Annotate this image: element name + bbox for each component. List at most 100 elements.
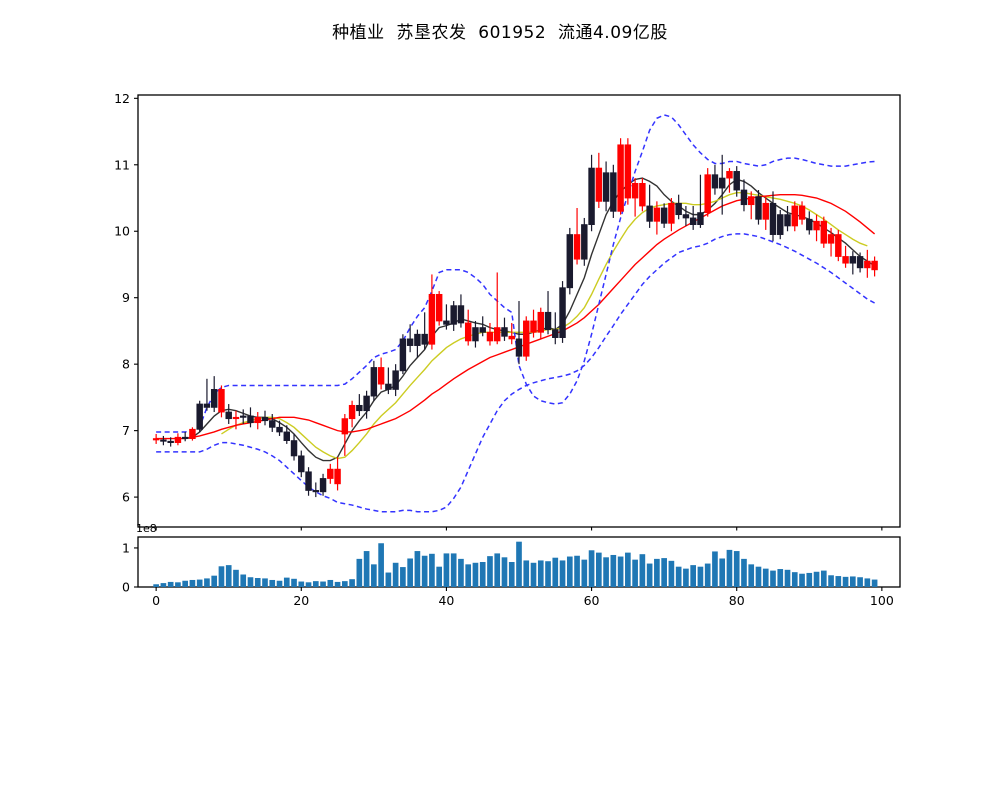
volume-bar: [566, 556, 573, 587]
volume-bar: [371, 564, 377, 587]
volume-bar: [262, 578, 268, 587]
candlestick: [298, 450, 305, 478]
volume-bar: [363, 551, 370, 587]
candlestick: [464, 309, 472, 346]
candle-body: [479, 327, 486, 333]
candlestick: [319, 473, 327, 496]
candle-body: [639, 182, 646, 207]
candle-body: [682, 214, 690, 219]
candle-body: [312, 490, 320, 493]
candlestick: [515, 301, 523, 365]
volume-bar: [240, 574, 247, 587]
volume-bar: [392, 562, 399, 587]
volume-bar: [574, 555, 580, 587]
volume-bar: [160, 583, 167, 587]
volume-bar: [770, 570, 776, 587]
candle-body: [232, 416, 240, 420]
candle-body: [269, 420, 276, 428]
candlestick: [733, 166, 740, 197]
candlestick: [726, 168, 733, 193]
candlestick: [152, 433, 160, 444]
volume-bar: [654, 558, 660, 587]
candle-body: [276, 426, 283, 433]
volume-bar: [726, 549, 733, 587]
volume-bar: [429, 553, 435, 587]
candlestick: [813, 214, 820, 242]
candlestick: [406, 324, 414, 353]
candle-body: [428, 293, 436, 345]
candlestick: [595, 152, 603, 208]
candle-body: [827, 234, 835, 244]
candle-body: [290, 440, 298, 457]
volume-x-tick-label: 40: [438, 593, 454, 608]
volume-bar: [472, 562, 479, 587]
volume-x-tick-label: 80: [729, 593, 745, 608]
series-band-upper: [156, 114, 875, 433]
volume-bar: [283, 577, 290, 587]
candlestick: [784, 205, 791, 232]
candlestick: [501, 317, 508, 341]
price-axes: 6 7 8 9 10 11 12: [114, 91, 901, 531]
volume-bar: [545, 561, 551, 587]
price-y-tick-label: 11: [114, 157, 130, 172]
candle-body: [486, 331, 494, 342]
candle-body: [559, 287, 566, 338]
candle-body: [160, 439, 167, 442]
candlestick: [377, 357, 385, 390]
volume-bar: [799, 573, 805, 587]
volume-bar: [312, 581, 319, 587]
candlestick: [552, 312, 559, 345]
candle-body: [581, 224, 588, 260]
volume-bar: [537, 560, 544, 587]
candle-body: [624, 144, 632, 199]
candle-body: [849, 256, 857, 264]
volume-bar: [247, 577, 254, 587]
volume-x-tick-label: 100: [870, 593, 894, 608]
candlestick: [675, 194, 682, 220]
candle-body: [515, 338, 523, 357]
candle-body: [653, 207, 661, 222]
volume-bar: [661, 558, 667, 587]
candlestick: [530, 309, 537, 338]
candlestick: [624, 138, 632, 205]
volume-bar: [458, 558, 464, 587]
candlestick: [385, 367, 392, 395]
candle-body: [225, 411, 232, 420]
candle-body: [319, 478, 327, 493]
candle-body: [747, 196, 755, 206]
candlestick: [414, 329, 421, 358]
candle-body: [167, 440, 174, 443]
candlestick: [559, 281, 566, 343]
volume-bar: [320, 581, 326, 587]
candlestick: [210, 376, 218, 413]
volume-bar: [414, 551, 421, 587]
volume-bar: [806, 572, 813, 587]
candlestick: [682, 205, 690, 226]
candlestick: [174, 433, 182, 446]
candle-body: [341, 418, 349, 435]
series-ma-mid: [221, 192, 868, 460]
volume-bar: [327, 579, 334, 587]
volume-bar: [762, 568, 769, 587]
volume-bar: [407, 558, 413, 587]
candle-body: [718, 177, 726, 189]
volume-bar: [748, 564, 755, 587]
volume-bar: [436, 566, 443, 587]
candlestick: [762, 196, 769, 230]
volume-bar: [632, 559, 638, 587]
candle-body: [247, 415, 254, 424]
candle-body: [675, 202, 682, 216]
candlestick: [486, 322, 494, 346]
candlestick: [356, 394, 363, 417]
volume-bar: [690, 565, 697, 587]
volume-bar: [530, 562, 537, 587]
volume-bar: [704, 563, 711, 587]
volume-bar: [349, 579, 355, 587]
candlestick: [290, 433, 298, 461]
price-y-tick-label: 12: [114, 91, 130, 106]
candlestick: [646, 184, 653, 228]
candle-body: [414, 333, 421, 346]
candlestick: [334, 457, 341, 491]
volume-bar: [581, 559, 588, 587]
